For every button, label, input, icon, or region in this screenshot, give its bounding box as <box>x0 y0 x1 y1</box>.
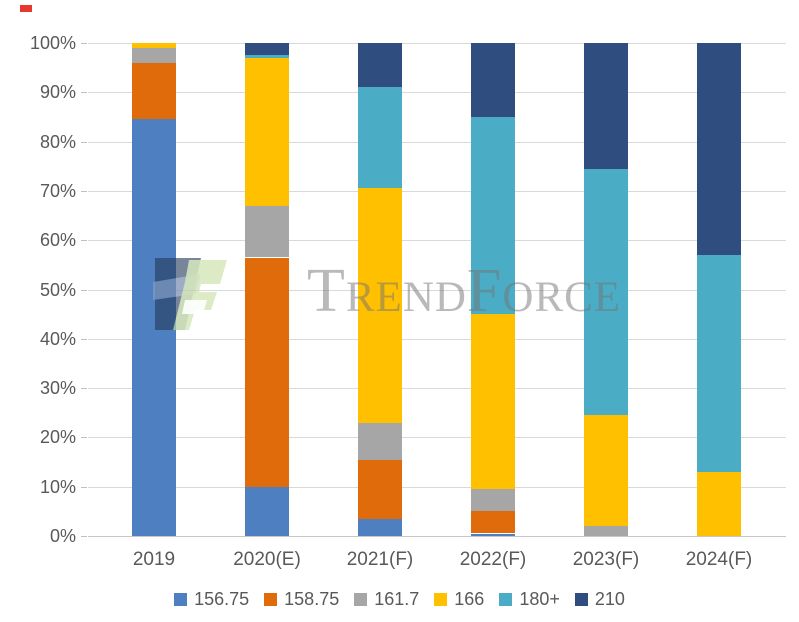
y-axis-tickmark-70 <box>81 191 87 192</box>
gridline-80 <box>88 142 786 143</box>
legend-item-166: 166 <box>434 589 484 609</box>
y-axis-tick-label-90: 90% <box>39 82 76 102</box>
bar-segment-2019-158.75 <box>132 62 176 120</box>
x-axis-label-2020(E): 2020(E) <box>233 549 301 570</box>
y-axis-tick-label-70: 70% <box>39 181 76 201</box>
red-dash-marker <box>20 5 32 12</box>
bar-segment-2019-166 <box>132 43 176 48</box>
chart-legend: 156.75 158.75 161.7 166 180+ 210 <box>0 586 799 612</box>
bar-segment-2022(F)-210 <box>471 43 515 117</box>
gridline-70 <box>88 191 786 192</box>
legend-label-166: 166 <box>454 589 485 609</box>
bar-segment-2023(F)-161.7 <box>584 526 628 536</box>
y-axis-tick-label-20: 20% <box>39 427 76 447</box>
y-axis-tickmark-10 <box>81 487 87 488</box>
legend-item-156.75: 156.75 <box>174 589 249 609</box>
x-axis-label-2022(F): 2022(F) <box>459 549 527 570</box>
y-axis-tickmark-50 <box>81 290 87 291</box>
legend-item-158.75: 158.75 <box>264 589 339 609</box>
x-axis-label-2019: 2019 <box>132 549 176 570</box>
bar-segment-2020(E)-156.75 <box>245 486 289 536</box>
gridline-30 <box>88 388 786 389</box>
y-axis-tickmark-30 <box>81 388 87 389</box>
legend-label-161.7: 161.7 <box>374 589 420 609</box>
legend-label-210: 210 <box>594 589 625 609</box>
gridline-0 <box>88 536 786 537</box>
legend-swatch-180+ <box>499 592 513 606</box>
legend-label-158.75: 158.75 <box>284 589 340 609</box>
gridline-10 <box>88 487 786 488</box>
y-axis-tickmark-80 <box>81 142 87 143</box>
bar-segment-2020(E)-180+ <box>245 55 289 58</box>
bar-segment-2022(F)-156.75 <box>471 533 515 536</box>
bar-segment-2020(E)-210 <box>245 43 289 56</box>
bar-segment-2020(E)-166 <box>245 57 289 206</box>
y-axis-tickmark-100 <box>81 43 87 44</box>
legend-swatch-166 <box>434 592 448 606</box>
legend-swatch-210 <box>574 592 588 606</box>
gridline-40 <box>88 339 786 340</box>
y-axis-tickmark-90 <box>81 92 87 93</box>
bar-segment-2024(F)-210 <box>697 43 741 255</box>
y-axis-tick-label-40: 40% <box>39 329 76 349</box>
legend-item-210: 210 <box>574 589 625 609</box>
bar-segment-2021(F)-180+ <box>358 87 402 189</box>
y-axis-tickmark-20 <box>81 437 87 438</box>
y-axis-tick-label-30: 30% <box>39 378 76 398</box>
x-axis-label-2024(F): 2024(F) <box>685 549 753 570</box>
gridline-90 <box>88 92 786 93</box>
bar-segment-2022(F)-180+ <box>471 117 515 315</box>
bar-segment-2022(F)-158.75 <box>471 511 515 534</box>
bar-segment-2023(F)-210 <box>584 43 628 169</box>
y-axis-tick-label-10: 10% <box>39 477 76 497</box>
bar-segment-2021(F)-166 <box>358 188 402 423</box>
bar-segment-2020(E)-158.75 <box>245 257 289 487</box>
bar-segment-2024(F)-180+ <box>697 255 741 472</box>
legend-swatch-156.75 <box>174 592 188 606</box>
y-axis-tickmark-40 <box>81 339 87 340</box>
legend-item-180+: 180+ <box>499 589 560 609</box>
bar-segment-2022(F)-166 <box>471 314 515 490</box>
bar-segment-2023(F)-180+ <box>584 168 628 416</box>
legend-item-161.7: 161.7 <box>354 589 419 609</box>
y-axis-tick-label-0: 0% <box>49 526 76 546</box>
bar-segment-2019-161.7 <box>132 47 176 63</box>
bar-segment-2023(F)-166 <box>584 415 628 527</box>
y-axis-tick-label-50: 50% <box>39 280 76 300</box>
legend-swatch-161.7 <box>354 592 368 606</box>
bar-segment-2021(F)-210 <box>358 43 402 88</box>
y-axis-tick-label-80: 80% <box>39 132 76 152</box>
bar-segment-2021(F)-161.7 <box>358 422 402 460</box>
bar-segment-2021(F)-156.75 <box>358 518 402 536</box>
y-axis-tickmark-60 <box>81 240 87 241</box>
bar-segment-2020(E)-161.7 <box>245 205 289 258</box>
y-axis-tickmark-0 <box>81 536 87 537</box>
bar-segment-2021(F)-158.75 <box>358 459 402 519</box>
bar-segment-2022(F)-161.7 <box>471 489 515 512</box>
legend-swatch-158.75 <box>264 592 278 606</box>
legend-label-180+: 180+ <box>519 589 560 609</box>
legend-label-156.75: 156.75 <box>194 589 250 609</box>
y-axis-tick-label-100: 100% <box>29 33 76 53</box>
x-axis-label-2023(F): 2023(F) <box>572 549 640 570</box>
bar-segment-2024(F)-166 <box>697 471 741 536</box>
y-axis-tick-label-60: 60% <box>39 230 76 250</box>
x-axis-label-2021(F): 2021(F) <box>346 549 414 570</box>
gridline-100 <box>88 43 786 44</box>
bar-segment-2019-156.75 <box>132 119 176 536</box>
gridline-60 <box>88 240 786 241</box>
gridline-50 <box>88 290 786 291</box>
gridline-20 <box>88 437 786 438</box>
